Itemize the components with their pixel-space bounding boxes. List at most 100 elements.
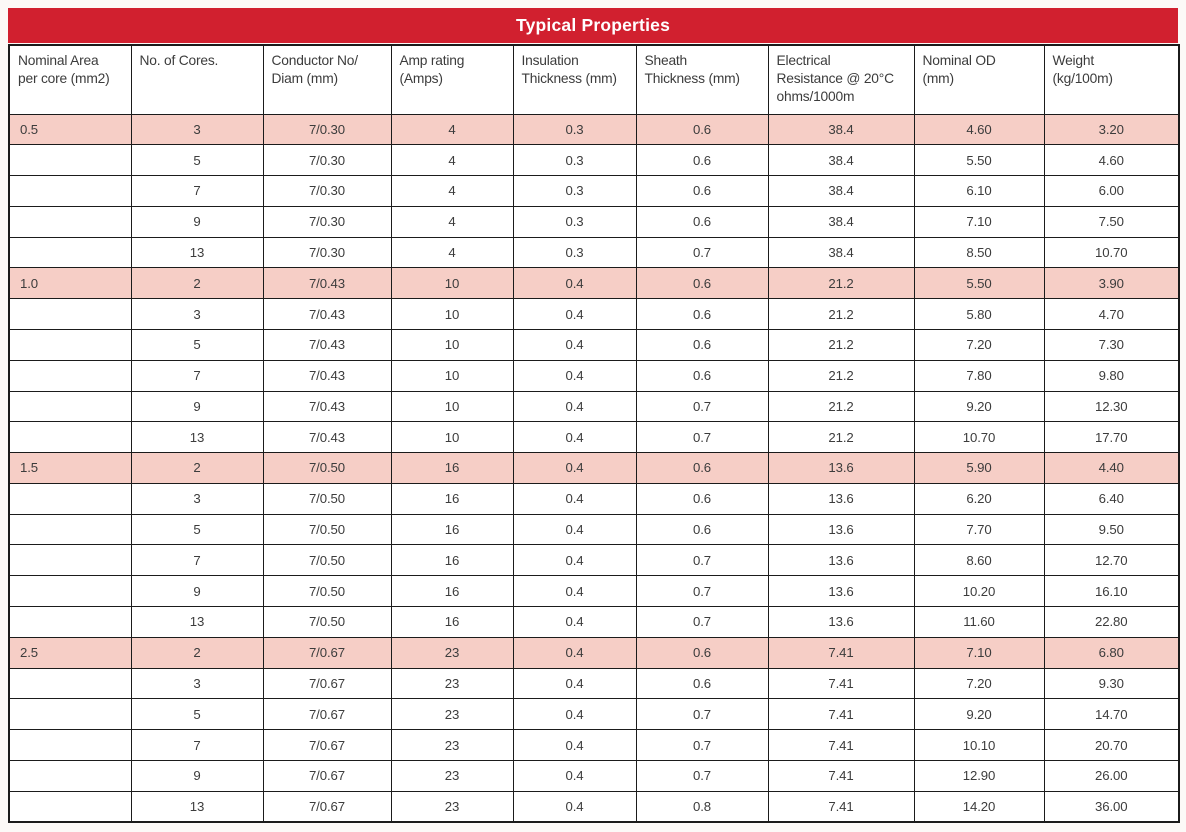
table-cell: 0.4 (512, 667, 637, 700)
table-cell: 7 (130, 359, 264, 392)
table-body: 0.5 3 7/0.30 4 0.3 0.6 38.4 4.60 3.20 5 7/0.30 4 0.3… (8, 113, 1180, 823)
table-cell: 7/0.50 (262, 606, 392, 638)
table-cell (8, 759, 132, 792)
table-cell: 2.5 (8, 636, 132, 669)
table-cell: 1.0 (8, 267, 132, 300)
properties-table: Nominal Area per core (mm2) No. of Cores.… (8, 44, 1180, 823)
table-cell: 5 (130, 513, 264, 546)
header-cell: Electrical Resistance @ 20°C ohms/1000m (767, 44, 915, 115)
table-cell: 4 (390, 144, 514, 177)
table-cell: 4 (390, 236, 514, 269)
table-cell: 7/0.43 (262, 421, 392, 454)
table-row: 5 7/0.50 16 0.4 0.6 13.6 7.70 9.50 (8, 513, 1180, 546)
table-cell: 16 (390, 575, 514, 607)
table-cell: 0.4 (512, 513, 637, 546)
table-cell: 14.70 (1043, 698, 1180, 731)
table-cell: 10 (390, 267, 514, 300)
table-cell: 5 (130, 328, 264, 361)
table-cell: 0.6 (635, 359, 769, 392)
table-cell: 13.6 (767, 606, 915, 638)
table-row: 1.5 2 7/0.50 16 0.4 0.6 13.6 5.90 4.40 (8, 452, 1180, 484)
table-cell: 0.4 (512, 606, 637, 638)
table-cell: 0.6 (635, 636, 769, 669)
table-cell: 7.41 (767, 698, 915, 731)
table-cell: 22.80 (1043, 606, 1180, 638)
table-cell: 14.20 (913, 790, 1045, 823)
table-cell: 4 (390, 113, 514, 146)
table-cell: 6.40 (1043, 482, 1180, 515)
table-cell: 7/0.30 (262, 175, 392, 207)
table-cell: 0.4 (512, 421, 637, 454)
table-cell: 3 (130, 113, 264, 146)
table-cell: 0.4 (512, 482, 637, 515)
table-cell: 0.4 (512, 729, 637, 761)
table-cell: 7/0.50 (262, 544, 392, 577)
table-cell: 7/0.50 (262, 452, 392, 484)
table-cell (8, 205, 132, 238)
table-cell: 7/0.50 (262, 513, 392, 546)
table-cell: 0.4 (512, 267, 637, 300)
table-cell: 7.41 (767, 729, 915, 761)
table-cell: 7.20 (913, 667, 1045, 700)
table-cell: 13 (130, 236, 264, 269)
table-cell: 23 (390, 636, 514, 669)
table-cell: 4.60 (1043, 144, 1180, 177)
table-row: 5 7/0.67 23 0.4 0.7 7.41 9.20 14.70 (8, 698, 1180, 731)
table-cell: 7/0.50 (262, 575, 392, 607)
table-row: 2.5 2 7/0.67 23 0.4 0.6 7.41 7.10 6.80 (8, 636, 1180, 669)
table-cell: 1.5 (8, 452, 132, 484)
table-cell: 0.4 (512, 698, 637, 731)
table-cell: 21.2 (767, 421, 915, 454)
table-cell: 7/0.43 (262, 267, 392, 300)
table-row: 5 7/0.43 10 0.4 0.6 21.2 7.20 7.30 (8, 328, 1180, 361)
table-cell: 0.6 (635, 667, 769, 700)
table-cell: 21.2 (767, 359, 915, 392)
table-cell: 5.90 (913, 452, 1045, 484)
table-cell: 8.60 (913, 544, 1045, 577)
table-cell: 0.6 (635, 452, 769, 484)
table-cell: 13.6 (767, 575, 915, 607)
table-cell: 4.40 (1043, 452, 1180, 484)
table-cell (8, 298, 132, 330)
table-cell: 4.70 (1043, 298, 1180, 330)
table-cell: 5 (130, 698, 264, 731)
table-cell: 38.4 (767, 175, 915, 207)
table-cell: 6.20 (913, 482, 1045, 515)
table-cell: 7 (130, 544, 264, 577)
table-cell (8, 359, 132, 392)
table-cell: 7.50 (1043, 205, 1180, 238)
table-cell: 21.2 (767, 390, 915, 423)
table-cell: 36.00 (1043, 790, 1180, 823)
table-cell: 2 (130, 636, 264, 669)
table-cell: 0.3 (512, 113, 637, 146)
table-cell: 13 (130, 606, 264, 638)
table-title: Typical Properties (515, 15, 671, 35)
table-row: 5 7/0.30 4 0.3 0.6 38.4 5.50 4.60 (8, 144, 1180, 177)
table-cell: 0.6 (635, 482, 769, 515)
header-cell: Conductor No/ Diam (mm) (262, 44, 392, 115)
table-cell (8, 144, 132, 177)
table-cell (8, 236, 132, 269)
table-cell: 0.3 (512, 205, 637, 238)
table-cell (8, 575, 132, 607)
table-cell: 0.3 (512, 144, 637, 177)
table-cell: 7.10 (913, 636, 1045, 669)
table-cell: 16 (390, 482, 514, 515)
table-cell: 7/0.43 (262, 390, 392, 423)
table-row: 1.0 2 7/0.43 10 0.4 0.6 21.2 5.50 3.90 (8, 267, 1180, 300)
table-cell: 4 (390, 205, 514, 238)
table-cell (8, 328, 132, 361)
table-cell: 0.7 (635, 575, 769, 607)
table-cell: 0.7 (635, 236, 769, 269)
table-cell: 23 (390, 698, 514, 731)
table-cell (8, 175, 132, 207)
table-cell: 38.4 (767, 236, 915, 269)
table-cell: 23 (390, 729, 514, 761)
table-cell: 6.00 (1043, 175, 1180, 207)
table-cell: 10 (390, 328, 514, 361)
table-cell (8, 513, 132, 546)
table-cell: 0.4 (512, 790, 637, 823)
table-cell: 9 (130, 205, 264, 238)
table-cell: 2 (130, 452, 264, 484)
table-cell: 0.7 (635, 606, 769, 638)
